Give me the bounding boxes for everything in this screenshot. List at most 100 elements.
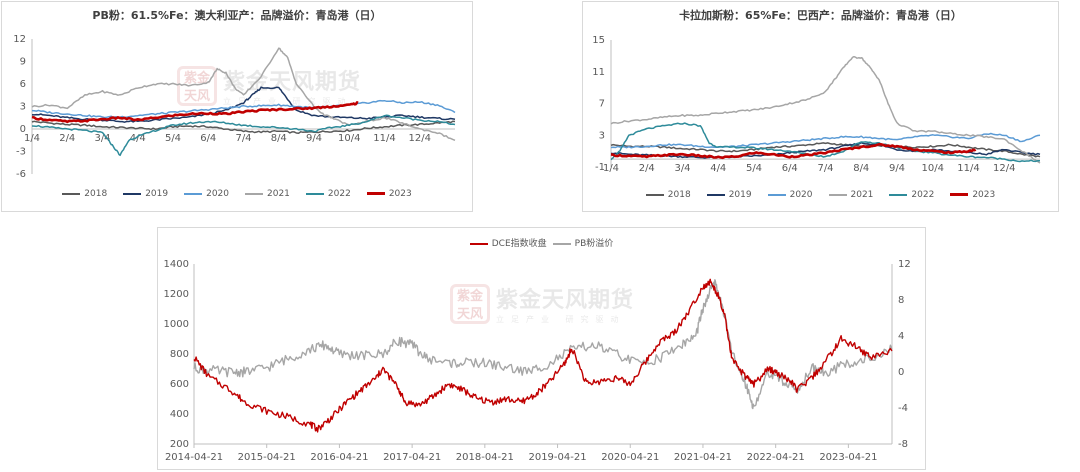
- x-tick-label: 9/4: [889, 163, 905, 174]
- x-tick-label: 2/4: [639, 163, 655, 174]
- legend-item: DCE指数收盘: [469, 236, 547, 249]
- series-line-2018: [610, 142, 1041, 158]
- y-left-tick-label: 1000: [164, 319, 189, 330]
- legend-label: 2021: [850, 190, 874, 200]
- y-left-tick-label: 200: [170, 439, 189, 450]
- y-left-tick-label: 400: [170, 409, 189, 420]
- legend-item: 2021: [245, 189, 290, 199]
- legend-swatch: [950, 193, 969, 196]
- legend-swatch: [767, 193, 786, 196]
- legend-swatch: [305, 192, 324, 195]
- y-right-tick-label: 12: [898, 259, 911, 270]
- x-tick-label: 2015-04-21: [238, 452, 296, 463]
- x-tick-label: 11/4: [957, 163, 979, 174]
- legend-swatch: [706, 193, 725, 196]
- legend-label: 2021: [267, 189, 290, 199]
- legend-label: 2023: [388, 189, 412, 199]
- x-tick-label: 4/4: [130, 133, 146, 144]
- chart-canvas: -6 -3 0 3 6 9 12 1/4 2/4 3/4 4/4 5/4 6/4 7/4 8/4 9/4 10/…: [13, 34, 456, 180]
- chart-canvas: -1 3 7 11 15 1/4 2/4 3/4 4/4 5/4 6/4 7/4 8/4 9/4 10/4 1…: [592, 35, 1041, 174]
- legend-item: PB粉溢价: [552, 236, 614, 249]
- x-tick-label: 7/4: [235, 133, 251, 144]
- x-tick-label: 2021-04-21: [674, 452, 732, 463]
- x-tick-label: 9/4: [306, 133, 322, 144]
- y-left-tick-label: 800: [170, 349, 189, 360]
- legend-item: 2020: [767, 190, 813, 200]
- y-tick-label: 6: [20, 79, 26, 90]
- y-tick-label: 3: [20, 102, 26, 113]
- series-line-2020: [31, 99, 456, 119]
- y-left-tick-label: 600: [170, 379, 189, 390]
- y-right-tick-label: 8: [898, 295, 904, 306]
- y-right-tick-label: -4: [898, 403, 908, 414]
- x-tick-label: 1/4: [24, 133, 40, 144]
- y-right-tick-label: 0: [898, 367, 904, 378]
- y-right-tick-label: -8: [898, 439, 908, 450]
- x-tick-label: 5/4: [746, 163, 762, 174]
- x-tick-label: 2023-04-21: [819, 452, 877, 463]
- legend-item: 2019: [123, 189, 168, 199]
- legend-item: 2023: [950, 190, 995, 200]
- y-left-tick-label: 1200: [164, 289, 189, 300]
- x-tick-label: 2022-04-21: [747, 452, 805, 463]
- y-tick-label: 12: [13, 34, 26, 45]
- legend-label: 2020: [789, 190, 813, 200]
- chart-panel-pb-fines: PB粉：61.5%Fe：澳大利亚产：品牌溢价：青岛港（日） 紫金 天风 紫金天风期货…: [1, 1, 473, 212]
- legend-swatch: [184, 192, 203, 195]
- x-tick-label: 3/4: [674, 163, 690, 174]
- legend-swatch: [123, 192, 142, 195]
- y-tick-label: 15: [592, 35, 605, 46]
- y-tick-label: 7: [599, 99, 605, 110]
- legend-label: 2022: [911, 190, 935, 200]
- y-tick-label: 9: [20, 57, 26, 68]
- legend-label: PB粉溢价: [574, 239, 614, 249]
- legend-label: 2019: [728, 190, 752, 200]
- x-tick-label: 4/4: [710, 163, 726, 174]
- legend-swatch: [828, 193, 847, 196]
- legend-label: 2018: [667, 190, 691, 200]
- x-tick-label: 8/4: [853, 163, 869, 174]
- legend-item: 2019: [706, 190, 752, 200]
- legend-label: 2018: [84, 189, 108, 199]
- x-tick-label: 8/4: [271, 133, 287, 144]
- chart-legend: 2018 2019 2020 2021 2022 2023: [2, 189, 472, 199]
- x-tick-label: 2016-04-21: [310, 452, 368, 463]
- legend-label: 2023: [972, 190, 996, 200]
- x-tick-label: 12/4: [993, 163, 1015, 174]
- legend-item: 2022: [889, 190, 934, 200]
- x-tick-label: 6/4: [782, 163, 798, 174]
- x-tick-label: 2017-04-21: [383, 452, 441, 463]
- x-tick-label: 5/4: [165, 133, 181, 144]
- legend-label: 2019: [145, 189, 169, 199]
- legend-item: 2018: [62, 189, 107, 199]
- legend-swatch: [889, 193, 908, 196]
- x-tick-label: 7/4: [817, 163, 833, 174]
- chart-legend: 2018 2019 2020 2021 2022 2023: [583, 190, 1058, 200]
- x-tick-label: 12/4: [409, 133, 431, 144]
- y-tick-label: -1: [595, 162, 605, 173]
- chart-panel-carajas-fines: 卡拉加斯粉：65%Fe：巴西产：品牌溢价：青岛港（日） -1 3 7 11 15 1/4 2…: [582, 1, 1059, 212]
- x-tick-label: 10/4: [922, 163, 944, 174]
- legend-label: 2020: [206, 189, 229, 199]
- legend-label: DCE指数收盘: [491, 239, 547, 249]
- legend-swatch: [469, 242, 488, 245]
- y-tick-label: 11: [592, 67, 605, 78]
- chart-title: 卡拉加斯粉：65%Fe：巴西产：品牌溢价：青岛港（日）: [679, 9, 962, 22]
- y-tick-label: 3: [599, 130, 605, 141]
- x-tick-label: 11/4: [373, 133, 395, 144]
- legend-item: 2021: [828, 190, 874, 200]
- y-left-tick-label: 1400: [164, 259, 189, 270]
- x-tick-label: 2020-04-21: [601, 452, 659, 463]
- series-line-2021: [610, 56, 1041, 164]
- legend-item: 2023: [366, 189, 412, 199]
- legend-swatch: [552, 242, 571, 245]
- x-tick-label: 1/4: [603, 163, 619, 174]
- legend-item: 2020: [184, 189, 229, 199]
- x-tick-label: 2014-04-21: [165, 452, 223, 463]
- series-line-2020: [610, 132, 1041, 149]
- x-tick-label: 2/4: [59, 133, 75, 144]
- series-line-2018: [31, 120, 456, 134]
- legend-label: 2022: [327, 189, 351, 199]
- series-line-2022: [31, 114, 456, 157]
- chart-title: PB粉：61.5%Fe：澳大利亚产：品牌溢价：青岛港（日）: [92, 9, 382, 22]
